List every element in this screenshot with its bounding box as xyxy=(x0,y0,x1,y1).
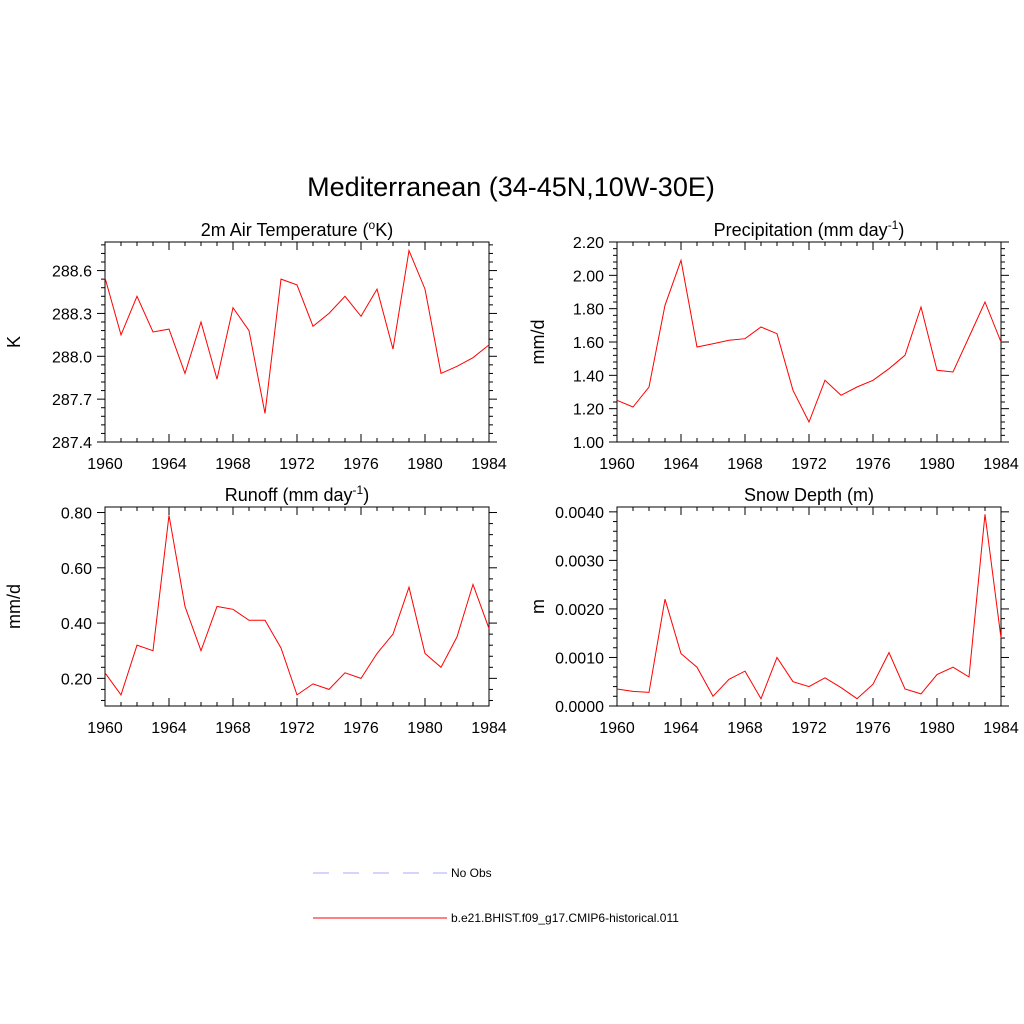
y-tick-label: 0.0030 xyxy=(555,553,604,570)
y-tick-label: 0.20 xyxy=(61,671,92,688)
x-tick-label: 1976 xyxy=(855,720,891,737)
x-tick-label: 1964 xyxy=(663,720,699,737)
plot-frame xyxy=(616,506,1002,707)
plot-frame xyxy=(104,506,490,707)
x-tick-label: 1972 xyxy=(791,720,827,737)
y-tick-label: 288.3 xyxy=(52,306,92,323)
y-tick-label: 2.20 xyxy=(573,235,604,252)
series-line-runoff xyxy=(104,515,490,696)
series-line-snow-depth xyxy=(616,514,1002,700)
x-tick-label: 1968 xyxy=(727,720,763,737)
y-tick-label: 0.80 xyxy=(61,506,92,523)
y-tick-label: 0.60 xyxy=(61,561,92,578)
y-tick-label: 0.0020 xyxy=(555,602,604,619)
y-tick-label: 1.20 xyxy=(573,402,604,419)
y-axis-label: K xyxy=(4,336,24,348)
x-tick-label: 1980 xyxy=(919,720,955,737)
plot-frame xyxy=(616,241,1002,443)
y-tick-label: 1.40 xyxy=(573,368,604,385)
y-tick-label: 1.00 xyxy=(573,435,604,452)
x-tick-label: 1980 xyxy=(919,456,955,473)
panel-title: Precipitation (mm day-1) xyxy=(714,218,905,240)
y-axis-label: mm/d xyxy=(528,320,548,365)
legend-label-no-obs: No Obs xyxy=(451,866,492,880)
y-axis-label: mm/d xyxy=(4,584,24,629)
series-line-temperature xyxy=(104,248,490,414)
panel-runoff: 1960 1964 1968 1972 1976 1980 1984 0.20 0.40 0.60… xyxy=(4,483,507,737)
panel-snow-depth: 1960 1964 1968 1972 1976 1980 1984 0.0000 0.0010… xyxy=(528,485,1019,737)
y-axis-label: m xyxy=(528,599,548,614)
series-line-precipitation xyxy=(616,258,1002,424)
x-tick-label: 1960 xyxy=(87,720,123,737)
x-tick-label: 1984 xyxy=(471,456,507,473)
x-tick-label: 1964 xyxy=(151,720,187,737)
figure-title: Mediterranean (34-45N,10W-30E) xyxy=(307,172,715,202)
panel-title: 2m Air Temperature (oK) xyxy=(201,218,393,240)
y-tick-label: 288.0 xyxy=(52,349,92,366)
x-tick-label: 1976 xyxy=(343,456,379,473)
x-tick-label: 1976 xyxy=(343,720,379,737)
y-tick-label: 1.80 xyxy=(573,302,604,319)
x-tick-label: 1984 xyxy=(983,720,1019,737)
y-tick-label: 0.0010 xyxy=(555,650,604,667)
x-tick-label: 1968 xyxy=(215,456,251,473)
panel-title: Runoff (mm day-1) xyxy=(225,483,369,505)
y-tick-label: 288.6 xyxy=(52,264,92,281)
x-tick-label: 1976 xyxy=(855,456,891,473)
y-tick-label: 2.00 xyxy=(573,268,604,285)
x-tick-label: 1964 xyxy=(663,456,699,473)
x-tick-label: 1984 xyxy=(471,720,507,737)
x-tick-label: 1980 xyxy=(407,720,443,737)
y-tick-label: 287.4 xyxy=(52,435,92,452)
panels: 1960 1964 1968 1972 1976 1980 1984 287.4 287.7 28… xyxy=(4,218,1019,737)
x-tick-label: 1980 xyxy=(407,456,443,473)
panel-temperature: 1960 1964 1968 1972 1976 1980 1984 287.4 287.7 28… xyxy=(4,218,507,473)
panel-precipitation: 1960 1964 1968 1972 1976 1980 1984 1.00 1.20 1.40… xyxy=(528,218,1019,473)
panel-title: Snow Depth (m) xyxy=(744,485,874,505)
x-tick-label: 1960 xyxy=(599,720,635,737)
x-tick-label: 1964 xyxy=(151,456,187,473)
x-tick-label: 1968 xyxy=(727,456,763,473)
y-tick-label: 1.60 xyxy=(573,335,604,352)
y-tick-label: 0.40 xyxy=(61,616,92,633)
x-tick-label: 1984 xyxy=(983,456,1019,473)
x-tick-label: 1968 xyxy=(215,720,251,737)
legend: No Obs b.e21.BHIST.f09_g17.CMIP6-histori… xyxy=(313,866,679,925)
x-tick-label: 1960 xyxy=(599,456,635,473)
x-tick-label: 1972 xyxy=(279,720,315,737)
y-tick-label: 0.0040 xyxy=(555,505,604,522)
y-tick-label: 287.7 xyxy=(52,392,92,409)
legend-label-model: b.e21.BHIST.f09_g17.CMIP6-historical.011 xyxy=(451,911,679,925)
x-tick-label: 1972 xyxy=(791,456,827,473)
y-tick-label: 0.0000 xyxy=(555,699,604,716)
x-tick-label: 1972 xyxy=(279,456,315,473)
plot-frame xyxy=(104,241,490,443)
x-tick-label: 1960 xyxy=(87,456,123,473)
